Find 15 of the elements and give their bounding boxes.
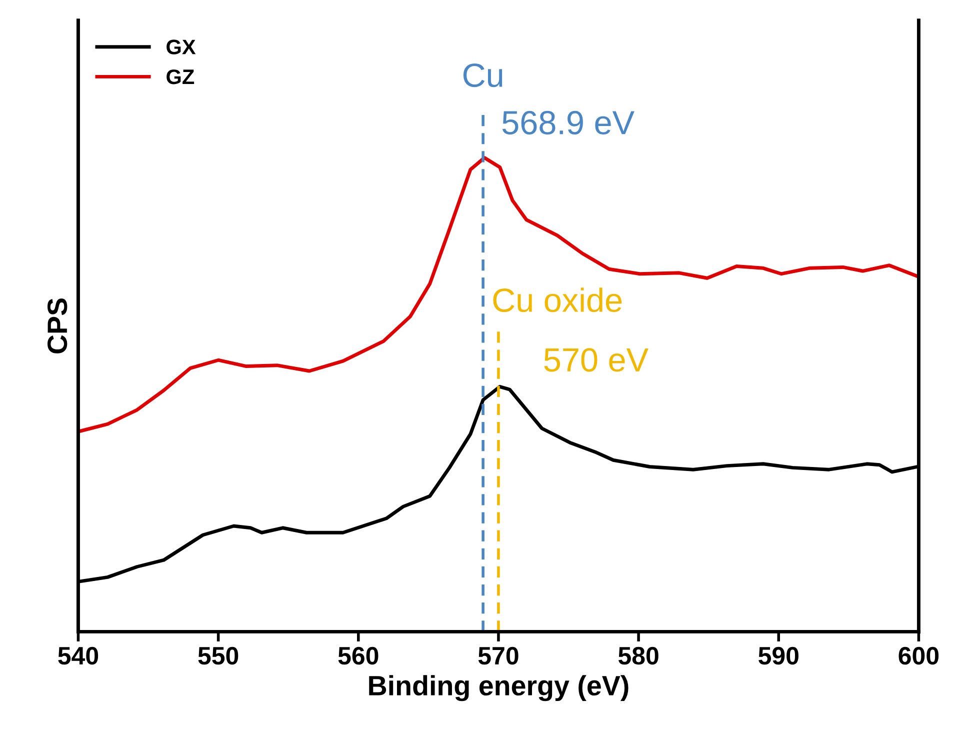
x-tick-label: 550 xyxy=(198,646,238,665)
x-tick-label: 580 xyxy=(618,646,658,665)
x-tick-label: 560 xyxy=(338,646,378,665)
y-axis-title: CPS xyxy=(48,298,68,354)
text: 568.9 eV xyxy=(502,110,634,134)
legend-label: GX xyxy=(166,40,196,54)
annotation: 570 eV xyxy=(544,348,648,372)
x-tick-label: 600 xyxy=(898,646,939,665)
x-tick-label: 540 xyxy=(58,646,98,665)
ref-line-label: Cu xyxy=(463,63,502,88)
legend-label: GZ xyxy=(166,69,194,84)
x-tick-label: 570 xyxy=(478,646,518,665)
ref-line-label: Cu oxide xyxy=(493,288,622,312)
x-tick-label: 590 xyxy=(758,646,798,665)
x-axis-title: Binding energy (eV) xyxy=(369,675,628,702)
